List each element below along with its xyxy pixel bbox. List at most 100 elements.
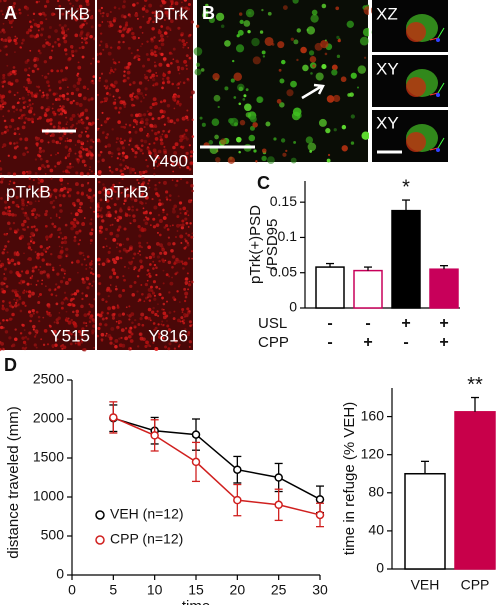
speckle: [97, 292, 101, 296]
speckle: [29, 319, 32, 323]
speckle: [122, 243, 124, 246]
speckle: [168, 342, 172, 346]
speckle: [186, 272, 189, 275]
speckle: [14, 51, 16, 53]
speckle: [126, 30, 130, 34]
speckle: [310, 72, 313, 75]
speckle: [174, 339, 178, 344]
speckle: [361, 131, 370, 140]
speckle: [117, 313, 122, 317]
speckle: [46, 273, 50, 277]
speckle: [156, 156, 160, 159]
speckle: [100, 72, 104, 75]
speckle: [185, 181, 189, 184]
speckle: [48, 235, 52, 239]
speckle: [78, 114, 82, 118]
speckle: [113, 343, 115, 346]
speckle: [181, 311, 184, 313]
speckle: [55, 213, 58, 216]
speckle: [165, 26, 170, 30]
speckle: [265, 121, 271, 127]
speckle: [75, 87, 80, 92]
speckle: [90, 97, 94, 101]
speckle: [27, 93, 30, 96]
speckle: [57, 285, 61, 289]
speckle: [159, 233, 162, 237]
speckle: [55, 195, 57, 198]
speckle: [167, 236, 170, 239]
speckle: [29, 29, 33, 32]
speckle: [105, 44, 109, 49]
speckle: [108, 87, 111, 90]
speckle: [45, 238, 48, 241]
speckle: [337, 38, 341, 43]
speckle: [79, 206, 82, 209]
speckle: [75, 127, 78, 130]
speckle: [58, 126, 61, 129]
speckle: [102, 246, 105, 249]
speckle: [155, 346, 158, 349]
speckle: [15, 301, 18, 304]
y-tick-label: 160: [361, 407, 385, 423]
speckle: [57, 152, 60, 155]
speckle: [145, 122, 149, 126]
speckle: [53, 225, 57, 229]
speckle: [81, 55, 85, 59]
speckle: [162, 216, 167, 220]
speckle: [118, 7, 121, 10]
speckle: [205, 3, 209, 8]
speckle: [58, 193, 62, 197]
speckle: [128, 214, 131, 217]
speckle: [152, 280, 156, 284]
speckle: [39, 245, 43, 249]
speckle: [0, 341, 4, 346]
speckle: [177, 195, 180, 198]
speckle: [70, 297, 74, 301]
speckle: [150, 49, 154, 53]
speckle: [63, 111, 67, 115]
speckle: [130, 97, 134, 101]
speckle: [93, 346, 95, 349]
speckle: [121, 4, 126, 9]
blob: [406, 132, 426, 152]
speckle: [102, 130, 105, 134]
speckle: [177, 68, 180, 72]
speckle: [191, 257, 194, 260]
speckle: [59, 249, 64, 254]
speckle: [117, 120, 121, 124]
speckle: [151, 129, 154, 132]
speckle: [81, 336, 83, 338]
speckle: [100, 311, 104, 315]
speckle: [160, 116, 163, 119]
speckle: [350, 72, 357, 79]
speckle: [90, 207, 92, 209]
speckle: [2, 326, 5, 329]
speckle: [143, 300, 146, 303]
speckle: [28, 177, 31, 180]
speckle: [331, 69, 338, 76]
speckle: [101, 158, 105, 163]
speckle: [134, 155, 137, 159]
speckle: [63, 109, 66, 112]
speckle: [138, 241, 142, 245]
speckle: [0, 172, 3, 175]
speckle: [28, 103, 32, 107]
speckle: [23, 289, 26, 292]
speckle: [243, 20, 251, 27]
speckle: [118, 96, 121, 99]
speckle: [128, 247, 133, 251]
speckle: [82, 147, 85, 151]
speckle: [38, 146, 42, 150]
speckle: [43, 329, 48, 333]
speckle: [172, 9, 175, 11]
speckle: [74, 152, 77, 155]
speckle: [176, 161, 181, 166]
speckle: [103, 193, 107, 197]
speckle: [65, 66, 69, 70]
speckle: [72, 99, 75, 102]
speckle: [51, 107, 54, 110]
speckle: [168, 291, 171, 294]
speckle: [7, 36, 12, 41]
speckle: [10, 118, 15, 123]
image-label: XZ: [376, 4, 398, 23]
